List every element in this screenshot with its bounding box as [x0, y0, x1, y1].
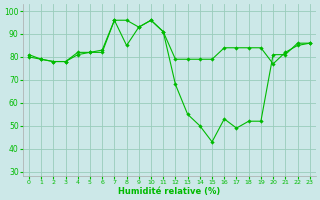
X-axis label: Humidité relative (%): Humidité relative (%)	[118, 187, 220, 196]
